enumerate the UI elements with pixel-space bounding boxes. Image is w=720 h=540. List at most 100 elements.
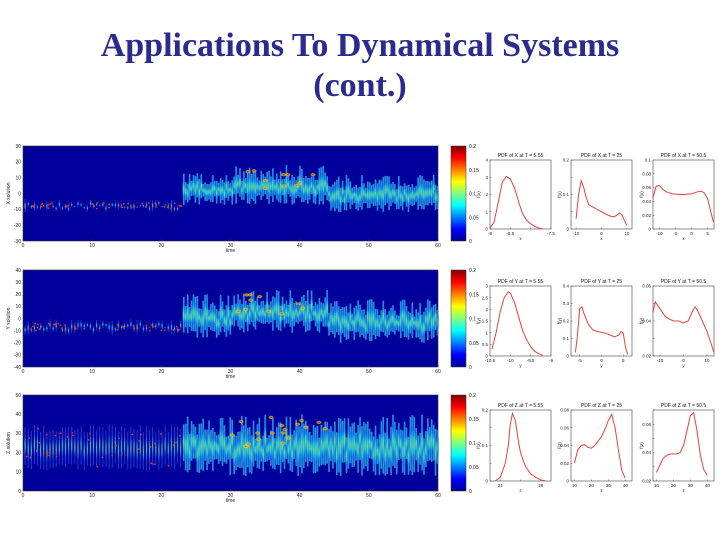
x-tick-label: -5 — [578, 358, 582, 363]
trajectory-dot — [153, 463, 156, 466]
density-blob — [39, 437, 42, 464]
trajectory-dot — [155, 204, 158, 206]
density-blob — [79, 203, 83, 207]
density-blob — [120, 432, 123, 463]
y-tick-label: 0.04 — [560, 443, 569, 448]
trajectory-dot — [151, 325, 154, 328]
y-axis-label: f(x) — [557, 191, 562, 198]
density-hotspot — [229, 433, 236, 438]
pdf-panel: PDF of Y at T = 50.5 -10 0 10 0.02 0.04 0.06 y f… — [639, 279, 715, 368]
trajectory-dot — [91, 202, 94, 205]
y-tick-label: 3 — [485, 175, 488, 180]
density-hotspot — [262, 178, 269, 183]
colorbar-tick-label: 0.2 — [469, 144, 476, 150]
trajectory-dot — [159, 433, 162, 436]
x-tick-label: -9.5 — [527, 358, 535, 363]
density-blob — [101, 433, 105, 462]
trajectory-dot — [66, 435, 69, 438]
trajectory-dot — [37, 427, 40, 430]
trajectory-dot — [108, 206, 111, 209]
x-tick-label: -10 — [507, 358, 514, 363]
slide-title: Applications To Dynamical Systems (cont.… — [0, 26, 720, 106]
trajectory-dot — [116, 323, 119, 326]
trajectory-dot — [83, 327, 86, 330]
trajectory-dot — [59, 324, 62, 327]
density-blob — [104, 205, 108, 211]
heatmap-z-solution: 0 10 20 30 40 50 60 0 10 20 30 40 50 time Z solution 0.… — [6, 393, 479, 504]
density-hotspot — [242, 307, 249, 312]
y-tick-label: 0.2 — [563, 158, 570, 163]
density-blob — [23, 432, 27, 460]
x-tick-label: -10 — [656, 231, 663, 236]
trajectory-dot — [149, 445, 152, 448]
density-hotspot — [296, 180, 303, 185]
y-tick-label: 10 — [15, 470, 21, 476]
y-tick-label: 40 — [15, 412, 21, 418]
y-tick-label: 3 — [485, 284, 488, 289]
density-blob — [123, 433, 126, 459]
density-hotspot — [280, 172, 287, 177]
density-blob — [61, 432, 64, 460]
density-blob — [42, 326, 45, 332]
y-axis-label: Z solution — [6, 432, 12, 454]
colorbar: 0.2 0.15 0.1 0.05 0 — [450, 268, 479, 371]
density-blob — [104, 323, 108, 327]
density-blob — [70, 202, 73, 207]
x-tick-label: 60 — [435, 493, 441, 499]
y-tick-label: 0.04 — [642, 450, 651, 455]
density-blob — [79, 432, 83, 459]
trajectory-dot — [42, 204, 45, 207]
trajectory-dot — [57, 322, 60, 325]
density-hotspot — [310, 172, 317, 177]
y-axis-label: f(x) — [639, 191, 644, 198]
density-blob — [58, 201, 61, 208]
y-axis-label: f(z) — [639, 442, 644, 449]
x-tick-label: 5 — [706, 231, 709, 236]
x-tick-label: -10 — [657, 358, 664, 363]
density-blob — [163, 204, 167, 206]
density-hotspot — [235, 309, 242, 314]
trajectory-dot — [101, 456, 104, 459]
density-blob — [170, 431, 173, 461]
y-tick-label: 50 — [15, 393, 21, 399]
trajectory-dot — [111, 454, 114, 457]
trajectory-dot — [178, 434, 181, 437]
density-blob — [89, 200, 92, 206]
density-blob — [123, 206, 126, 209]
y-tick-label: 0.06 — [642, 284, 651, 289]
density-blob — [176, 432, 179, 458]
x-axis-label: y — [519, 363, 522, 368]
density-blob — [92, 431, 95, 460]
density-blob — [126, 206, 129, 210]
slide-title-line1: Applications To Dynamical Systems — [100, 27, 620, 64]
trajectory-dot — [50, 202, 53, 205]
density-blob — [157, 322, 161, 327]
pdf-panel: PDF of X at T = 5.55 -9 -8.5 -7.5 0 1 2 3 4 x f(x) — [476, 153, 555, 241]
y-tick-label: 0 — [566, 227, 569, 232]
density-blob — [139, 431, 142, 463]
trajectory-dot — [120, 206, 123, 209]
pdf-plot-area — [489, 409, 552, 482]
colorbar-tick-label: 0.05 — [469, 215, 479, 221]
y-tick-label: 0 — [566, 479, 569, 484]
trajectory-dot — [41, 203, 43, 206]
trajectory-dot — [71, 434, 74, 437]
trajectory-dot — [163, 329, 166, 332]
x-tick-label: 40 — [297, 493, 303, 499]
density-blob — [135, 436, 139, 464]
pdf-panel: PDF of X at T = 50.5 -10 -5 0 5 0 0.02 0.04 0.06… — [639, 153, 715, 241]
x-axis-label: x — [519, 236, 522, 241]
density-blob — [42, 432, 45, 464]
x-tick-label: 20 — [589, 483, 595, 488]
y-tick-label: 0.06 — [642, 185, 651, 190]
y-tick-label: 2.5 — [482, 295, 489, 300]
density-hotspot — [265, 309, 272, 314]
density-blob — [86, 205, 89, 211]
density-hotspot — [245, 442, 252, 447]
y-tick-label: 1 — [485, 330, 488, 335]
pdf-panel: PDF of Y at T = 25 -5 0 5 0 0.1 0.2 0.3 0.4 y f(y) — [557, 279, 633, 368]
x-tick-label: 60 — [435, 243, 441, 249]
trajectory-dot — [40, 205, 43, 208]
